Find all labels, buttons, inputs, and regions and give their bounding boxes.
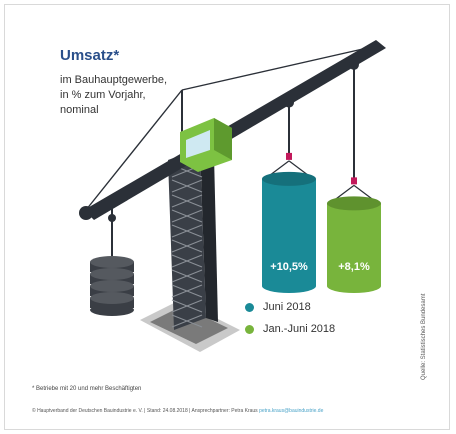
lattice-strut — [171, 179, 203, 193]
bar-jan-june-2018: +8,1% — [327, 58, 381, 293]
pulley — [349, 59, 359, 70]
counterweight-disc-top — [90, 268, 134, 280]
legend-swatch-jan-june — [245, 324, 254, 334]
footer: © Hauptverband der Deutschen Bauindustri… — [32, 408, 323, 414]
subtitle-line: in % zum Vorjahr, — [60, 89, 146, 101]
bar-top — [262, 171, 316, 186]
counterweight-stack — [90, 256, 134, 316]
legend-item-june: Juni 2018 — [245, 296, 335, 318]
bar-body — [327, 203, 381, 286]
jib-tie — [181, 45, 377, 91]
lattice-strut — [171, 299, 203, 313]
crane-cabin — [180, 118, 232, 172]
bar-top — [327, 196, 381, 211]
hook — [286, 152, 292, 160]
chart-title: Umsatz* — [60, 47, 120, 64]
bar-bottom — [327, 279, 381, 293]
legend-swatch-june — [245, 302, 254, 312]
counterweight-bottom — [90, 304, 134, 316]
tower-base — [150, 306, 228, 344]
bar-value-label: +8,1% — [338, 261, 370, 273]
bar-body — [262, 178, 316, 286]
hook — [351, 177, 357, 185]
bar-bottom — [262, 279, 316, 293]
bar-june-2018: +10,5% — [262, 96, 316, 293]
footnote: * Betriebe mit 20 und mehr Beschäftigten — [32, 386, 142, 392]
chart-legend: Juni 2018 Jan.-Juni 2018 — [245, 296, 335, 340]
source-note: Quelle: Statistisches Bundesamt — [421, 293, 427, 380]
chart-subtitle: im Bauhauptgewerbe, in % zum Vorjahr, no… — [60, 73, 210, 118]
subtitle-line: im Bauhauptgewerbe, — [60, 74, 168, 86]
jib-end-cap — [79, 206, 93, 220]
lattice-strut — [171, 209, 203, 223]
contact-email-link[interactable]: petra.kraus@bauindustrie.de — [259, 408, 324, 414]
counterweight-disc-top — [90, 292, 134, 304]
counterweight-disc-top — [90, 280, 134, 292]
legend-label-jan-june: Jan.-Juni 2018 — [263, 323, 336, 335]
counter-tie — [85, 89, 183, 211]
crane-tower — [168, 148, 218, 330]
pulley — [284, 97, 294, 108]
lattice-strut — [171, 284, 203, 298]
lattice-strut — [171, 254, 203, 268]
crane-jib — [84, 40, 386, 220]
subtitle-line: nominal — [60, 104, 99, 116]
lattice-strut — [171, 269, 203, 283]
lattice-strut — [171, 239, 203, 253]
counterweight-disc-top — [90, 256, 134, 268]
legend-label-june: Juni 2018 — [263, 301, 311, 313]
lattice-strut — [171, 314, 203, 328]
counterweight-pulley — [108, 214, 116, 222]
bar-group: +10,5% +8,1% — [262, 58, 381, 293]
bar-value-label: +10,5% — [270, 261, 308, 273]
legend-item-jan-june: Jan.-Juni 2018 — [245, 318, 335, 340]
lattice-strut — [171, 194, 203, 208]
footer-text: © Hauptverband der Deutschen Bauindustri… — [32, 408, 258, 414]
lattice-strut — [171, 224, 203, 238]
